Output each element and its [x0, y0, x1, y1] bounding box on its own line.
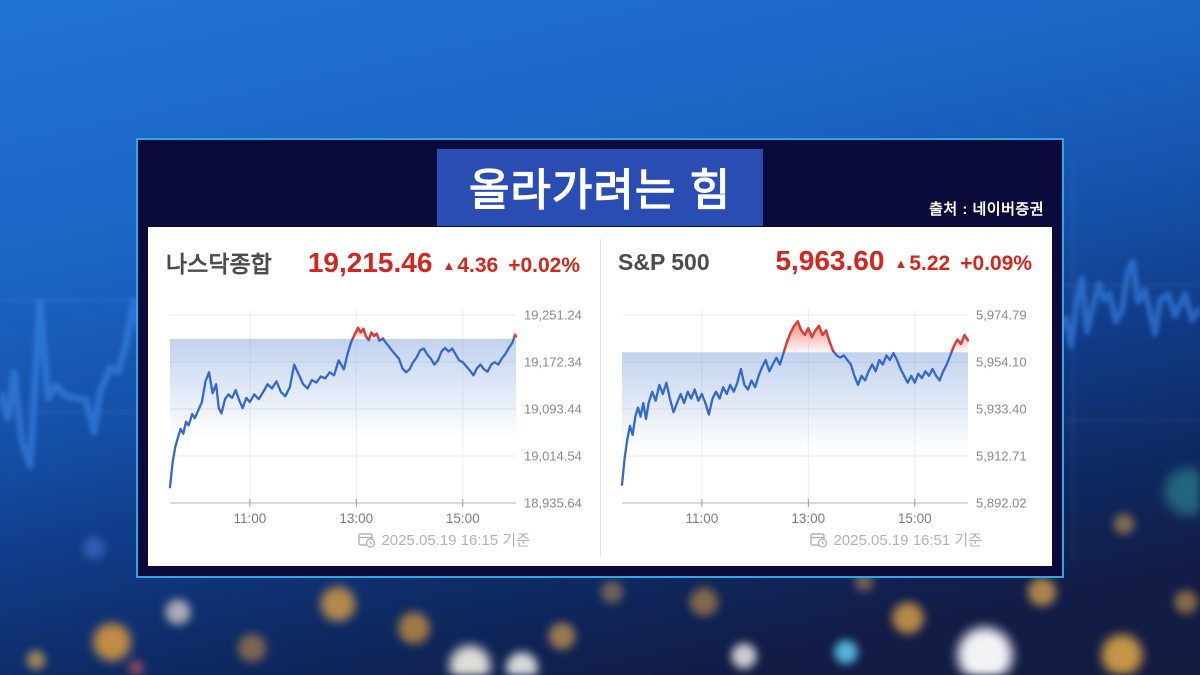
panel-header: 올라가려는 힘 출처 : 네이버증권 [138, 140, 1062, 227]
svg-text:5,974.79: 5,974.79 [976, 308, 1027, 323]
svg-text:19,172.34: 19,172.34 [524, 355, 582, 370]
index-change: ▲ 4.36 [442, 254, 498, 278]
nasdaq-quote: 19,215.46 ▲ 4.36 +0.02% [308, 247, 580, 279]
svg-text:13:00: 13:00 [339, 511, 373, 526]
svg-text:11:00: 11:00 [233, 511, 266, 526]
headline-title-box: 올라가려는 힘 [436, 149, 764, 226]
calendar-clock-icon [358, 532, 376, 548]
svg-text:13:00: 13:00 [791, 511, 825, 526]
nasdaq-timestamp-row: 2025.05.19 16:15 기준 [160, 529, 586, 550]
source-credit: 출처 : 네이버증권 [929, 201, 1044, 218]
sp500-quote: 5,963.60 ▲ 5.22 +0.09% [775, 245, 1032, 277]
svg-text:19,014.54: 19,014.54 [524, 449, 582, 464]
svg-text:5,892.02: 5,892.02 [976, 496, 1027, 511]
vertical-divider [600, 239, 601, 556]
timestamp: 2025.05.19 16:51 기준 [833, 532, 982, 549]
change-percent: +0.02% [508, 254, 580, 277]
headline-title: 올라가려는 힘 [468, 166, 732, 215]
sp500-chart-header: S&P 500 5,963.60 ▲ 5.22 +0.09% [612, 245, 1038, 289]
nasdaq-price-chart: 11:00 13:00 15:00 19,251.24 19,172.34 19,093.… [168, 308, 582, 526]
news-graphic-panel: 올라가려는 힘 출처 : 네이버증권 나스닥종합 19,215.46 ▲ 4.36… [136, 138, 1064, 578]
svg-text:5,933.40: 5,933.40 [976, 402, 1027, 417]
index-name: 나스닥종합 [166, 251, 272, 277]
index-change: ▲ 5.22 [894, 252, 950, 276]
svg-text:18,935.64: 18,935.64 [524, 496, 582, 511]
up-triangle-icon: ▲ [442, 258, 456, 273]
svg-text:5,912.71: 5,912.71 [976, 449, 1027, 464]
charts-container: 나스닥종합 19,215.46 ▲ 4.36 +0.02% 11:00 13:00 1… [148, 227, 1052, 566]
up-triangle-icon: ▲ [894, 256, 908, 271]
svg-text:11:00: 11:00 [685, 511, 718, 526]
svg-text:19,251.24: 19,251.24 [524, 308, 582, 323]
svg-text:5,954.10: 5,954.10 [976, 354, 1027, 369]
change-value: 4.36 [457, 254, 499, 277]
index-price: 19,215.46 [307, 247, 433, 278]
sp500-timestamp-row: 2025.05.19 16:51 기준 [612, 529, 1038, 550]
sp500-price-chart: 11:00 13:00 15:00 5,974.79 5,954.10 5,933.40 5… [620, 308, 1027, 526]
svg-text:15:00: 15:00 [898, 511, 932, 526]
index-name: S&P 500 [618, 249, 710, 275]
svg-text:15:00: 15:00 [446, 511, 480, 526]
nasdaq-chart-header: 나스닥종합 19,215.46 ▲ 4.36 +0.02% [160, 245, 586, 289]
index-price: 5,963.60 [775, 245, 885, 276]
svg-text:19,093.44: 19,093.44 [524, 402, 582, 417]
calendar-clock-icon [810, 532, 828, 548]
nasdaq-chart-card: 나스닥종합 19,215.46 ▲ 4.36 +0.02% 11:00 13:00 1… [148, 227, 600, 566]
sp500-chart-card: S&P 500 5,963.60 ▲ 5.22 +0.09% 11:00 13:00… [600, 227, 1052, 566]
timestamp: 2025.05.19 16:15 기준 [381, 532, 530, 549]
change-percent: +0.09% [960, 252, 1032, 275]
change-value: 5.22 [909, 252, 951, 275]
